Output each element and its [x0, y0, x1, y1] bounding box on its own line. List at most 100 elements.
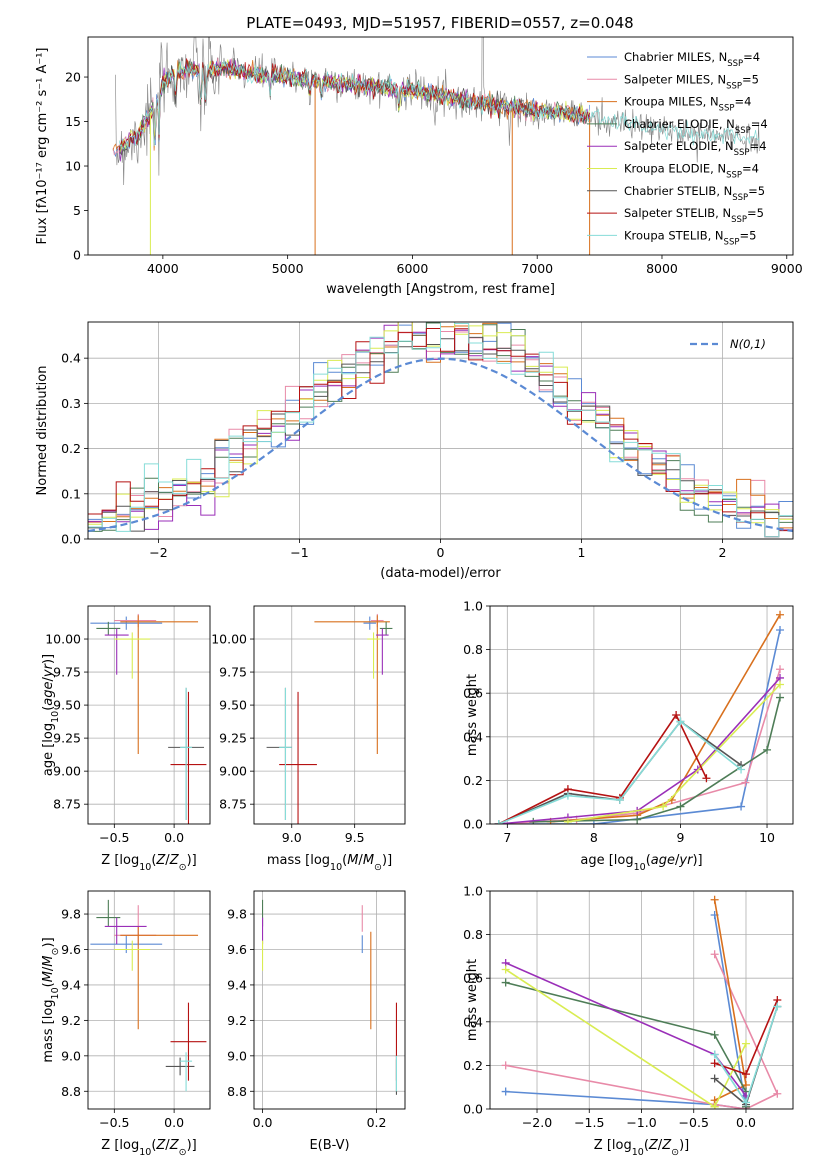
x-tick-label: 0 [437, 545, 445, 560]
legend-label-chabrier_stelib: Chabrier STELIB, NSSP=5 [624, 184, 765, 203]
legend-sub: SSP [727, 59, 743, 69]
y-tick-label: 0.8 [463, 927, 483, 942]
label-part: / [658, 1138, 663, 1153]
spectrum-xlabel: wavelength [Angstrom, rest frame] [326, 282, 555, 297]
label-part: ⊙ [671, 1147, 679, 1158]
y-tick-label: 9.0 [227, 1048, 247, 1063]
y-tick-label: 8.75 [219, 797, 247, 812]
weight-marker-chabrier_elodie [633, 815, 642, 824]
y-tick-label: 0.2 [463, 773, 483, 788]
weight_vs_Z-ylabel: mass weight [465, 959, 480, 1041]
label-part: Z [155, 853, 166, 868]
y-tick-label: 9.8 [227, 907, 247, 922]
legend-text: Chabrier MILES, N [624, 50, 727, 64]
weight-marker-salpeter_miles [776, 665, 785, 674]
y-tick-label: 0.3 [61, 396, 81, 411]
label-part: ( [151, 853, 156, 868]
y-tick-label: 9.50 [53, 698, 81, 713]
weight-marker-chabrier_miles [737, 802, 746, 811]
plot-area [88, 322, 793, 538]
weight-marker-kroupa_elodie [776, 680, 785, 689]
y-tick-label: 9.75 [53, 665, 81, 680]
label-part: mass [log [41, 999, 56, 1062]
label-part: )] [41, 937, 56, 947]
label-part: M [347, 853, 358, 868]
y-tick-label: 9.00 [219, 764, 247, 779]
x-tick-label: 6000 [397, 261, 429, 276]
legend-tail: =5 [748, 184, 765, 198]
x-tick-label: −2 [149, 545, 167, 560]
x-tick-label: −0.5 [99, 830, 129, 845]
y-tick-label: 1.0 [463, 599, 483, 614]
weight-marker-chabrier_elodie [501, 978, 510, 987]
weight-marker-chabrier_elodie [529, 817, 538, 824]
x-tick-label: 4000 [147, 261, 179, 276]
weight-marker-chabrier_elodie [763, 745, 772, 754]
y-tick-label: 0.0 [463, 817, 483, 832]
label-part: Z [log [594, 1138, 632, 1153]
legend-sub: SSP [726, 171, 742, 181]
weight-line-chabrier_miles [498, 629, 781, 824]
x-tick-label: 9.5 [345, 830, 365, 845]
weight-marker-kroupa_elodie [563, 817, 572, 824]
y-tick-label: 9.50 [219, 698, 247, 713]
x-tick-label: 9000 [771, 261, 803, 276]
axes-frame [87, 321, 794, 540]
label-part: / [358, 853, 363, 868]
label-part: / [165, 1138, 170, 1153]
weight-marker-salpeter_stelib [710, 1059, 719, 1068]
label-part: M [41, 971, 56, 982]
panel-spectrum: 4000 5000 6000 7000 8000 9000 0 5 10 15 20 waveleng… [35, 36, 803, 297]
legend-sub: SSP [734, 148, 750, 158]
label-part: )] [692, 853, 702, 868]
legend-tail: =5 [742, 72, 759, 86]
y-tick-label: 10.00 [45, 632, 81, 647]
plot-area [501, 895, 782, 1109]
label-part: ⊙ [179, 862, 187, 873]
weight-line-salpeter_miles [505, 953, 779, 1109]
x-tick-label: 0.0 [164, 830, 184, 845]
figure-title: PLATE=0493, MJD=51957, FIBERID=0557, z=0… [246, 14, 633, 32]
label-part: / [41, 676, 56, 681]
weight_vs_Z-xlabel: Z [log10(Z/Z⊙)] [594, 1138, 689, 1158]
x-tick-label: 9.0 [282, 830, 302, 845]
y-tick-label: 10 [65, 159, 81, 174]
y-tick-label: 9.6 [227, 942, 247, 957]
x-tick-label: −1.0 [626, 1115, 656, 1130]
legend-sub: SSP [724, 237, 740, 247]
x-tick-label: 0.2 [367, 1115, 387, 1130]
label-part: )] [187, 853, 197, 868]
panel-residuals: −2 −1 0 1 2 0.0 0.1 0.2 0.3 0.4 (data-model)/error… [35, 321, 794, 581]
weight-marker-salpeter_miles [501, 1061, 510, 1070]
label-part: )] [382, 853, 392, 868]
weight-marker-chabrier_miles [501, 1087, 510, 1096]
label-part: )] [41, 654, 56, 664]
x-tick-label: 9 [676, 830, 684, 845]
spectrum-model-salpeter_stelib [118, 58, 590, 151]
label-part: / [675, 853, 680, 868]
label-part: M [363, 853, 374, 868]
y-tick-label: 5 [73, 203, 81, 218]
y-tick-label: 9.4 [61, 977, 81, 992]
age_vs_mass-xlabel: mass [log10(M/M⊙)] [267, 853, 392, 873]
axes-frame [253, 605, 406, 825]
y-tick-label: 9.2 [227, 1013, 247, 1028]
weight-marker-kroupa_elodie [659, 802, 668, 811]
weight-marker-kroupa_stelib [676, 717, 685, 726]
weight-marker-chabrier_elodie [676, 802, 685, 811]
x-tick-label: 2 [719, 545, 727, 560]
plot-area [261, 899, 398, 1095]
y-tick-label: 0.1 [61, 486, 81, 501]
axes-frame [87, 890, 211, 1110]
y-tick-label: 8.75 [53, 797, 81, 812]
legend-text: Salpeter MILES, N [624, 72, 726, 86]
label-part: ( [646, 853, 651, 868]
legend-tail: =4 [742, 162, 759, 176]
legend-label-kroupa_elodie: Kroupa ELODIE, NSSP=4 [624, 162, 759, 181]
panel-mass_vs_ebv: 0.0 0.2 8.8 9.0 9.2 9.4 9.6 9.8 E(B-V) [227, 890, 406, 1153]
label-part: yr [41, 662, 56, 678]
x-tick-label: −2.0 [522, 1115, 552, 1130]
axes-frame [87, 605, 211, 825]
weight-marker-kroupa_elodie [710, 1102, 719, 1109]
